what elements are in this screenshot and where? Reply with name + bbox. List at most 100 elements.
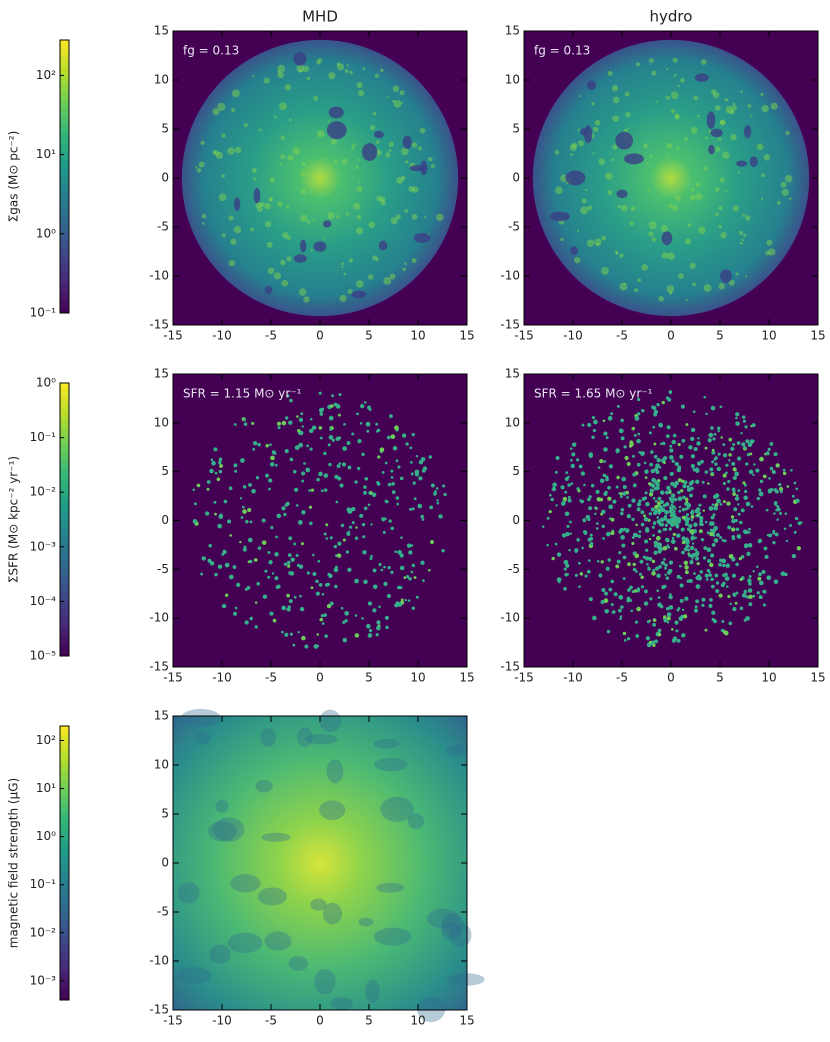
- star-particle: [242, 485, 247, 489]
- star-particle: [607, 416, 613, 421]
- star-particle: [776, 504, 780, 508]
- star-particle: [254, 601, 258, 604]
- star-particle: [690, 463, 696, 469]
- star-particle: [646, 620, 650, 624]
- star-particle: [652, 522, 656, 526]
- gas-disk: [532, 39, 810, 317]
- field-void: [445, 744, 468, 756]
- star-particle: [604, 608, 609, 614]
- star-particle: [652, 497, 656, 500]
- star-particle: [644, 539, 649, 544]
- gas-filament: [765, 250, 771, 256]
- star-particle: [224, 562, 230, 568]
- gas-filament: [695, 193, 703, 201]
- star-particle: [214, 572, 218, 577]
- x-tick-label: -5: [265, 1014, 277, 1028]
- gas-filament: [560, 237, 564, 242]
- star-particle: [695, 556, 699, 561]
- star-particle: [561, 533, 567, 538]
- star-particle: [335, 500, 339, 504]
- gas-filament: [300, 188, 307, 195]
- star-particle: [713, 505, 718, 511]
- star-particle: [636, 397, 641, 402]
- star-particle: [555, 504, 558, 507]
- star-particle: [421, 518, 425, 521]
- star-particle: [748, 602, 753, 607]
- star-particle: [773, 502, 778, 506]
- star-particle: [747, 542, 753, 548]
- star-particle: [551, 556, 555, 561]
- star-particle: [670, 493, 676, 498]
- gas-filament: [627, 127, 630, 130]
- star-particle: [648, 431, 652, 435]
- star-particle: [762, 603, 767, 607]
- gas-hole: [710, 128, 723, 138]
- star-particle: [697, 437, 700, 440]
- gas-filament: [355, 227, 364, 235]
- gas-filament: [578, 95, 581, 98]
- star-particle: [367, 503, 371, 507]
- star-particle: [347, 465, 352, 470]
- star-particle: [384, 615, 389, 620]
- star-particle: [657, 549, 662, 554]
- star-particle: [340, 606, 344, 610]
- star-particle: [622, 484, 627, 489]
- gas-filament: [732, 105, 738, 111]
- star-particle: [664, 563, 668, 567]
- star-particle: [619, 492, 623, 496]
- star-particle: [221, 552, 225, 556]
- colorbar-tick-label: 10⁻¹: [30, 306, 57, 320]
- gas-filament: [670, 91, 679, 100]
- gas-filament: [316, 130, 325, 138]
- field-void: [261, 832, 291, 842]
- star-particle: [390, 469, 394, 473]
- gas-filament: [744, 275, 748, 278]
- star-particle: [763, 546, 768, 551]
- star-particle: [669, 593, 672, 596]
- gas-hole: [706, 111, 716, 129]
- x-tick-label: 5: [716, 329, 724, 343]
- star-particle: [737, 503, 740, 506]
- star-particle: [582, 518, 587, 523]
- star-particle: [612, 499, 617, 504]
- star-particle: [688, 578, 693, 583]
- star-particle: [269, 462, 275, 467]
- star-particle: [647, 482, 652, 486]
- star-particle: [679, 454, 684, 459]
- star-particle: [721, 558, 727, 564]
- gas-filament: [619, 253, 624, 258]
- star-particle: [683, 547, 688, 552]
- star-particle: [301, 425, 304, 428]
- gas-filament: [598, 158, 606, 165]
- star-particle: [418, 476, 423, 481]
- star-particle: [340, 523, 345, 528]
- star-particle: [696, 441, 701, 446]
- star-particle: [336, 553, 342, 558]
- gas-filament: [280, 154, 286, 160]
- star-particle: [738, 536, 741, 539]
- colorbar-tick-label: 10⁻¹: [30, 430, 57, 444]
- star-particle: [386, 435, 391, 440]
- gas-filament: [719, 119, 726, 125]
- star-particle: [689, 529, 694, 534]
- star-particle: [406, 543, 412, 548]
- star-particle: [656, 519, 662, 524]
- gas-filament: [668, 203, 673, 208]
- star-particle: [657, 496, 662, 501]
- star-particle: [441, 549, 445, 553]
- gas-filament: [719, 177, 725, 183]
- star-particle: [262, 594, 268, 599]
- star-particle: [701, 480, 705, 484]
- star-particle: [602, 419, 606, 423]
- star-particle: [776, 518, 779, 521]
- star-particle: [780, 571, 786, 577]
- star-particle: [660, 560, 665, 565]
- star-particle: [704, 446, 708, 450]
- star-particle: [214, 512, 217, 516]
- gas-filament: [289, 118, 292, 122]
- gas-filament: [635, 62, 640, 67]
- star-particle: [620, 436, 625, 441]
- star-particle: [608, 464, 614, 469]
- star-particle: [694, 536, 697, 540]
- star-particle: [276, 584, 281, 589]
